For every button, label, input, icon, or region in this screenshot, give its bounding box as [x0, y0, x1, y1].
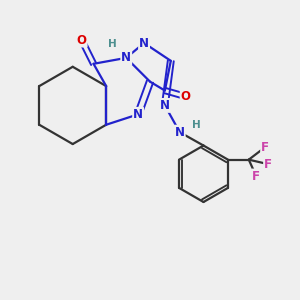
Text: N: N: [121, 51, 131, 64]
Text: N: N: [133, 108, 143, 121]
Text: H: H: [192, 120, 200, 130]
Text: N: N: [160, 99, 170, 112]
Text: H: H: [109, 40, 117, 50]
Text: F: F: [261, 141, 269, 154]
Text: N: N: [175, 126, 185, 139]
Text: F: F: [252, 169, 260, 182]
Text: O: O: [76, 34, 87, 46]
Text: N: N: [139, 37, 149, 50]
Text: F: F: [264, 158, 272, 171]
Text: O: O: [181, 90, 191, 103]
